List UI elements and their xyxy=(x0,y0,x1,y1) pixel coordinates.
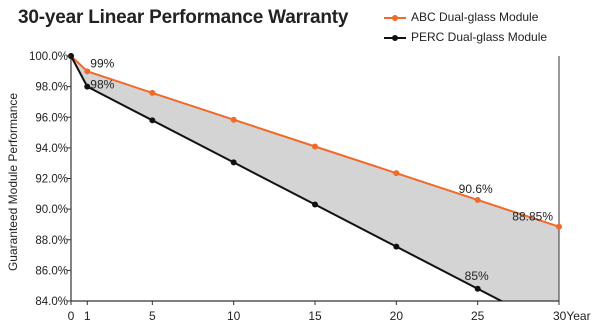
legend-label-abc: ABC Dual-glass Module xyxy=(411,10,539,24)
x-tick-label: 30Year xyxy=(553,309,591,323)
y-tick-label: 86.0% xyxy=(35,265,68,277)
y-tick-label: 84.0% xyxy=(35,296,68,308)
x-tick-label: 0 xyxy=(68,309,75,323)
x-tick-label: 1 xyxy=(84,309,91,323)
data-label-perc: 85% xyxy=(465,269,489,283)
y-tick-label: 92.0% xyxy=(35,174,68,186)
data-point-perc-20 xyxy=(393,243,400,250)
data-point-abc-20 xyxy=(393,170,400,177)
x-tick-label: 20 xyxy=(390,309,404,323)
data-point-abc-5 xyxy=(149,89,156,96)
data-point-abc-1 xyxy=(84,68,91,75)
data-point-perc-25 xyxy=(474,285,481,292)
data-point-perc-10 xyxy=(230,159,237,166)
data-label-perc: 98% xyxy=(90,78,114,92)
data-label-abc: 88.85% xyxy=(512,210,553,224)
y-tick-label: 98.0% xyxy=(35,82,68,94)
legend-item-perc: PERC Dual-glass Module xyxy=(384,30,547,44)
x-tick-label: 10 xyxy=(227,309,241,323)
data-point-perc-1 xyxy=(84,83,91,90)
y-tick-label: 88.0% xyxy=(35,235,68,247)
x-tick-label: 15 xyxy=(308,309,322,323)
data-label-abc: 99% xyxy=(90,56,114,70)
y-tick-label: 94.0% xyxy=(35,143,68,155)
data-point-abc-30 xyxy=(556,223,562,230)
series-line-perc xyxy=(71,55,504,301)
data-point-perc-15 xyxy=(312,201,318,208)
y-tick-label: 96.0% xyxy=(35,112,68,124)
data-point-abc-25 xyxy=(474,196,481,203)
y-tick-label: 100.0% xyxy=(29,51,68,63)
legend-marker-perc xyxy=(384,32,406,44)
legend-marker-abc xyxy=(384,12,406,24)
x-tick-label: 25 xyxy=(471,309,485,323)
legend-label-perc: PERC Dual-glass Module xyxy=(411,30,548,44)
series-line-abc xyxy=(71,55,560,228)
data-point-perc-5 xyxy=(149,117,156,124)
data-point-abc-15 xyxy=(312,143,318,150)
x-tick-label: 5 xyxy=(149,309,156,323)
y-tick-label: 90.0% xyxy=(35,204,68,216)
shaded-gap-area xyxy=(71,56,559,301)
y-axis-label: Guaranteed Module Performance xyxy=(6,93,20,271)
legend-item-abc: ABC Dual-glass Module xyxy=(384,10,538,24)
data-label-abc: 90.6% xyxy=(459,182,493,196)
data-point-abc-10 xyxy=(230,116,237,123)
chart-title: 30-year Linear Performance Warranty xyxy=(18,7,349,28)
